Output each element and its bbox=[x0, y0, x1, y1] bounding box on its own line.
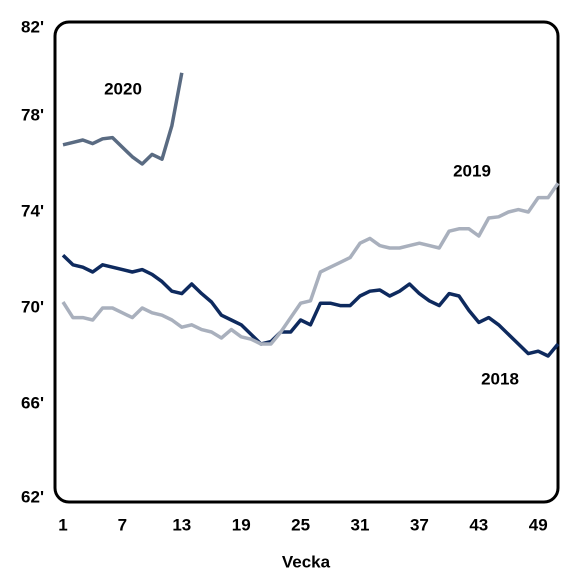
y-tick-label: 82' bbox=[21, 17, 44, 36]
x-tick-label: 49 bbox=[529, 515, 548, 534]
series-line bbox=[61, 182, 560, 346]
x-tick-label: 43 bbox=[469, 515, 488, 534]
y-tick-label: 74' bbox=[21, 201, 44, 220]
y-tick-label: 70' bbox=[21, 297, 44, 316]
y-tick-label: 66' bbox=[21, 393, 44, 412]
x-axis-title: Vecka bbox=[282, 552, 331, 571]
series-label: 2018 bbox=[481, 369, 519, 388]
x-tick-label: 7 bbox=[118, 515, 127, 534]
series-label: 2019 bbox=[453, 161, 491, 180]
series-line bbox=[61, 253, 560, 358]
x-tick-label: 31 bbox=[351, 515, 370, 534]
series-line bbox=[62, 72, 184, 166]
y-tick-label: 62' bbox=[21, 487, 44, 506]
x-tick-label: 19 bbox=[232, 515, 251, 534]
x-tick-label: 25 bbox=[291, 515, 310, 534]
series-label: 2020 bbox=[104, 79, 142, 98]
x-tick-label: 37 bbox=[410, 515, 429, 534]
y-tick-label: 78' bbox=[21, 105, 44, 124]
x-tick-label: 13 bbox=[172, 515, 191, 534]
plot-frame bbox=[53, 20, 560, 504]
x-tick-label: 1 bbox=[58, 515, 67, 534]
